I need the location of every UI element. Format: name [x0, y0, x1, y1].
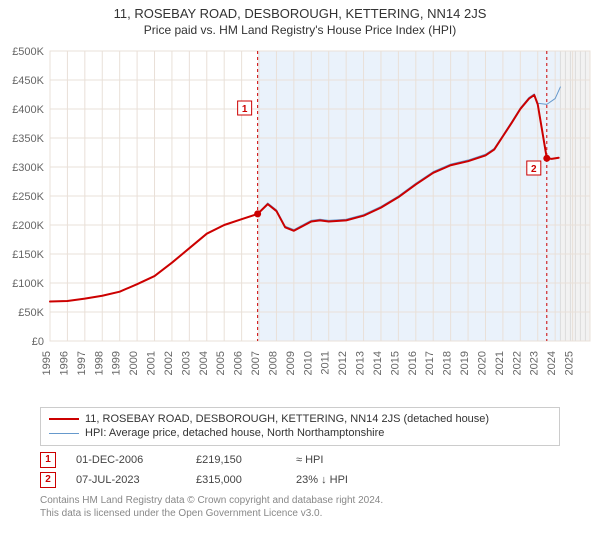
- svg-text:2025: 2025: [564, 351, 576, 375]
- legend-label: 11, ROSEBAY ROAD, DESBOROUGH, KETTERING,…: [85, 412, 489, 426]
- svg-text:2020: 2020: [476, 351, 488, 375]
- svg-text:2007: 2007: [250, 351, 262, 375]
- sale-marker: 1: [40, 452, 56, 468]
- sales-table: 1 01-DEC-2006 £219,150 ≈ HPI 2 07-JUL-2023 £31…: [40, 450, 560, 490]
- svg-text:£0: £0: [32, 336, 44, 348]
- svg-text:£50K: £50K: [18, 307, 44, 319]
- svg-text:£200K: £200K: [12, 220, 44, 232]
- svg-text:2019: 2019: [459, 351, 471, 375]
- legend-swatch: [49, 418, 79, 420]
- sale-date: 07-JUL-2023: [76, 474, 176, 486]
- svg-text:1998: 1998: [93, 351, 105, 375]
- svg-text:2002: 2002: [163, 351, 175, 375]
- sale-marker: 2: [40, 472, 56, 488]
- svg-text:1: 1: [242, 104, 248, 115]
- svg-text:2003: 2003: [180, 351, 192, 375]
- sales-row: 1 01-DEC-2006 £219,150 ≈ HPI: [40, 450, 560, 470]
- svg-text:2009: 2009: [285, 351, 297, 375]
- svg-text:£350K: £350K: [12, 133, 44, 145]
- svg-text:2017: 2017: [424, 351, 436, 375]
- svg-text:2015: 2015: [389, 351, 401, 375]
- svg-text:2011: 2011: [320, 351, 332, 375]
- svg-text:£400K: £400K: [12, 104, 44, 116]
- sale-price: £219,150: [196, 454, 276, 466]
- line-chart: £0 £50K £100K £150K £200K £250K £300K £350K £400…: [0, 41, 600, 401]
- chart-container: £0 £50K £100K £150K £200K £250K £300K £350K £400…: [0, 41, 600, 401]
- legend-label: HPI: Average price, detached house, Nort…: [85, 426, 384, 440]
- svg-text:2004: 2004: [198, 351, 210, 375]
- legend-item: HPI: Average price, detached house, Nort…: [49, 426, 551, 440]
- svg-text:2022: 2022: [511, 351, 523, 375]
- svg-text:1995: 1995: [41, 351, 53, 375]
- svg-text:2010: 2010: [302, 351, 314, 375]
- svg-text:2014: 2014: [372, 351, 384, 375]
- svg-text:2023: 2023: [529, 351, 541, 375]
- sale-date: 01-DEC-2006: [76, 454, 176, 466]
- sales-row: 2 07-JUL-2023 £315,000 23% ↓ HPI: [40, 470, 560, 490]
- svg-text:1997: 1997: [76, 351, 88, 375]
- legend-item: 11, ROSEBAY ROAD, DESBOROUGH, KETTERING,…: [49, 412, 551, 426]
- legend-swatch: [49, 433, 79, 434]
- sale-diff: 23% ↓ HPI: [296, 474, 376, 486]
- legend: 11, ROSEBAY ROAD, DESBOROUGH, KETTERING,…: [40, 407, 560, 446]
- page-title: 11, ROSEBAY ROAD, DESBOROUGH, KETTERING,…: [0, 6, 600, 21]
- svg-text:2012: 2012: [337, 351, 349, 375]
- svg-text:2008: 2008: [267, 351, 279, 375]
- svg-text:£150K: £150K: [12, 249, 44, 261]
- svg-text:1999: 1999: [111, 351, 123, 375]
- sale-diff: ≈ HPI: [296, 454, 376, 466]
- footer-line1: Contains HM Land Registry data © Crown c…: [40, 494, 560, 507]
- svg-text:2013: 2013: [355, 351, 367, 375]
- footer-line2: This data is licensed under the Open Gov…: [40, 507, 560, 520]
- page-subtitle: Price paid vs. HM Land Registry's House …: [0, 23, 600, 37]
- svg-text:£100K: £100K: [12, 278, 44, 290]
- svg-text:£500K: £500K: [12, 46, 44, 58]
- svg-text:2005: 2005: [215, 351, 227, 375]
- svg-text:1996: 1996: [58, 351, 70, 375]
- svg-text:2: 2: [531, 164, 537, 175]
- svg-text:2021: 2021: [494, 351, 506, 375]
- svg-text:2016: 2016: [407, 351, 419, 375]
- svg-text:£300K: £300K: [12, 162, 44, 174]
- svg-text:£250K: £250K: [12, 191, 44, 203]
- svg-text:£450K: £450K: [12, 75, 44, 87]
- svg-text:2000: 2000: [128, 351, 140, 375]
- footer-attribution: Contains HM Land Registry data © Crown c…: [40, 494, 560, 520]
- svg-text:2006: 2006: [233, 351, 245, 375]
- svg-text:2018: 2018: [442, 351, 454, 375]
- svg-text:2024: 2024: [546, 351, 558, 375]
- svg-text:2001: 2001: [146, 351, 158, 375]
- sale-price: £315,000: [196, 474, 276, 486]
